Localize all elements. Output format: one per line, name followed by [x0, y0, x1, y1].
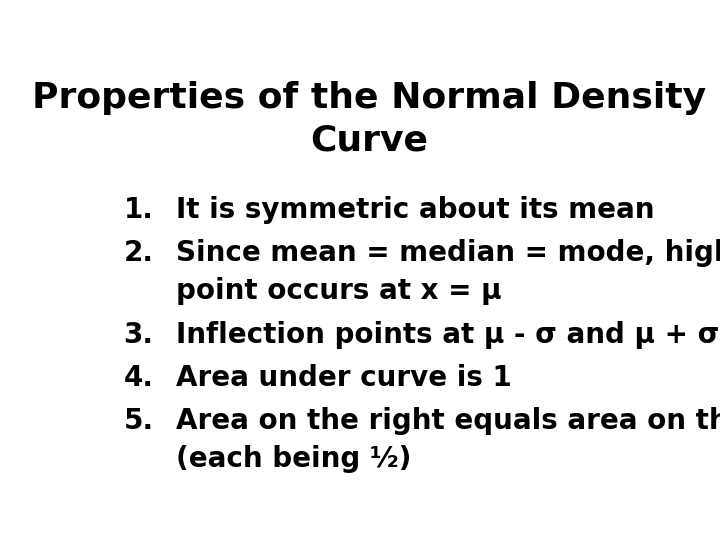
Text: 1.: 1. [124, 196, 153, 224]
Text: 5.: 5. [124, 407, 153, 435]
Text: Properties of the Normal Density
Curve: Properties of the Normal Density Curve [32, 82, 706, 158]
Text: It is symmetric about its mean: It is symmetric about its mean [176, 196, 655, 224]
Text: 2.: 2. [124, 239, 153, 267]
Text: (each being ½): (each being ½) [176, 446, 412, 473]
Text: 4.: 4. [124, 364, 153, 392]
Text: 3.: 3. [124, 321, 153, 348]
Text: Since mean = median = mode, highest: Since mean = median = mode, highest [176, 239, 720, 267]
Text: Inflection points at μ - σ and μ + σ: Inflection points at μ - σ and μ + σ [176, 321, 720, 348]
Text: Area under curve is 1: Area under curve is 1 [176, 364, 512, 392]
Text: point occurs at x = μ: point occurs at x = μ [176, 277, 502, 305]
Text: Area on the right equals area on the left: Area on the right equals area on the lef… [176, 407, 720, 435]
